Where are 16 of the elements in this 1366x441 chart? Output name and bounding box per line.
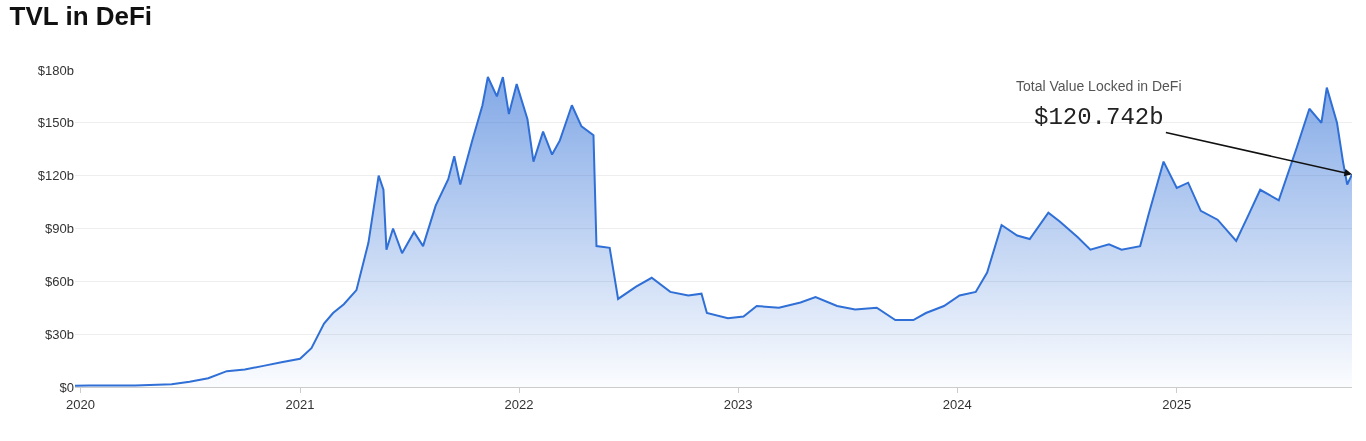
x-tick-label: 2021 [285,396,315,412]
y-tick-label: $0 [59,379,74,395]
y-tick-label: $60b [45,273,74,289]
y-tick-label: $120b [37,168,74,184]
y-tick-label: $30b [45,326,74,342]
annotation: Total Value Locked in DeFi [1016,78,1182,94]
annotation: $120.742b [1034,104,1164,131]
x-tick-label: 2023 [723,396,753,412]
x-tick-label: 2024 [942,396,972,412]
x-tick-label: 2020 [65,396,95,412]
y-tick-label: $90b [45,221,74,237]
x-tick-label: 2025 [1162,396,1192,412]
x-tick-label: 2022 [504,396,534,412]
y-tick-label: $150b [37,115,74,131]
chart-title: TVL in DeFi [9,0,153,31]
y-tick-label: $180b [37,62,74,78]
